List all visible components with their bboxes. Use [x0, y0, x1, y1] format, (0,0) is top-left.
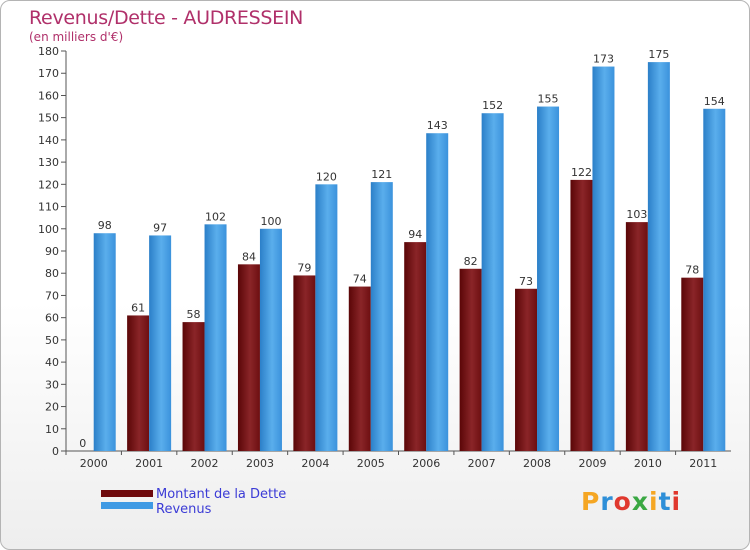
bar-dette [515, 288, 538, 451]
bars-group [93, 62, 726, 452]
x-tick-label: 2009 [578, 457, 606, 470]
bar-revenus [426, 133, 449, 451]
x-tick-label: 2001 [135, 457, 163, 470]
data-label-revenus: 102 [205, 210, 226, 223]
data-label-revenus: 121 [371, 168, 392, 181]
bar-revenus [703, 108, 726, 452]
bar-dette [459, 268, 482, 451]
y-tick-label: 110 [38, 201, 59, 214]
bar-revenus [647, 62, 670, 451]
y-tick-label: 140 [38, 134, 59, 147]
x-tick-label: 2011 [689, 457, 717, 470]
data-label-dette: 122 [571, 166, 592, 179]
data-label-revenus: 120 [316, 170, 337, 183]
bar-revenus [149, 235, 172, 451]
y-tick-label: 180 [38, 45, 59, 58]
bar-revenus [370, 182, 393, 451]
data-label-dette: 74 [353, 273, 367, 286]
bar-dette [127, 315, 150, 451]
bar-revenus [537, 106, 560, 452]
data-label-dette: 103 [626, 208, 647, 221]
x-tick-label: 2005 [357, 457, 385, 470]
logo-letter: t [658, 487, 672, 516]
x-tick-label: 2008 [523, 457, 551, 470]
logo-letter: P [581, 487, 601, 516]
data-label-revenus: 152 [482, 99, 503, 112]
y-tick-label: 50 [45, 334, 59, 347]
legend-label-dette: Montant de la Dette [156, 487, 287, 502]
logo-letter: o [613, 487, 632, 516]
bar-dette [182, 322, 205, 451]
y-tick-label: 90 [45, 245, 59, 258]
bar-dette [293, 275, 316, 451]
data-label-dette: 84 [242, 250, 256, 263]
y-tick-label: 20 [45, 401, 59, 414]
bar-revenus [315, 184, 338, 452]
bar-dette [404, 242, 427, 451]
bar-dette [348, 286, 371, 451]
bar-revenus [204, 224, 227, 451]
y-tick-label: 30 [45, 378, 59, 391]
x-axis: 2000 2001 2002 2003 2004 2005 2006 2007 2008 2009… [65, 450, 731, 470]
bar-dette [681, 277, 704, 451]
data-label-revenus: 154 [704, 95, 725, 108]
proxiti-logo: Proxiti [581, 487, 681, 516]
data-label-revenus: 100 [260, 215, 281, 228]
data-label-dette: 73 [519, 275, 533, 288]
bar-dette [570, 179, 593, 451]
logo-letter: i [649, 487, 659, 516]
x-tick-label: 2004 [301, 457, 329, 470]
y-tick-label: 150 [38, 112, 59, 125]
data-label-revenus: 175 [648, 48, 669, 61]
data-label-revenus: 173 [593, 53, 614, 66]
bar-revenus [481, 113, 504, 451]
bar-dette [237, 264, 260, 451]
x-tick-label: 2000 [80, 457, 108, 470]
x-tick-label: 2007 [468, 457, 496, 470]
y-tick-label: 120 [38, 178, 59, 191]
y-tick-label: 10 [45, 423, 59, 436]
y-tick-label: 60 [45, 312, 59, 325]
data-label-revenus: 97 [153, 221, 167, 234]
data-label-dette: 0 [79, 437, 86, 450]
data-label-dette: 82 [464, 255, 478, 268]
y-tick-label: 70 [45, 289, 59, 302]
y-tick-label: 170 [38, 67, 59, 80]
y-tick-label: 130 [38, 156, 59, 169]
y-tick-label: 80 [45, 267, 59, 280]
y-axis: 0 10 20 30 40 50 60 70 80 90 100 110 120 130 140 150 160… [38, 45, 67, 458]
bar-revenus [592, 66, 615, 452]
legend-swatch-revenus [101, 502, 153, 509]
x-tick-label: 2002 [191, 457, 219, 470]
bar-revenus [259, 228, 282, 451]
bar-dette [625, 222, 648, 451]
data-label-dette: 79 [297, 261, 311, 274]
data-label-dette: 78 [685, 264, 699, 277]
y-tick-label: 160 [38, 89, 59, 102]
x-tick-label: 2003 [246, 457, 274, 470]
y-tick-label: 100 [38, 223, 59, 236]
bar-revenus [93, 233, 116, 451]
data-label-dette: 94 [408, 228, 422, 241]
logo-letter: r [600, 487, 614, 516]
data-label-revenus: 155 [538, 93, 559, 106]
data-label-dette: 58 [187, 308, 201, 321]
data-labels-group: 0 98 61 97 58 102 84 100 79 120 74 121 94 143 82 152 73 1… [79, 48, 725, 450]
legend-label-revenus: Revenus [156, 502, 212, 517]
y-tick-label: 0 [52, 445, 59, 458]
logo-letter: x [631, 487, 649, 516]
y-tick-label: 40 [45, 356, 59, 369]
chart-subtitle: (en milliers d'€) [29, 30, 124, 44]
x-tick-label: 2010 [634, 457, 662, 470]
data-label-revenus: 143 [427, 119, 448, 132]
x-tick-label: 2006 [412, 457, 440, 470]
data-label-revenus: 98 [98, 219, 112, 232]
logo-letter: i [671, 487, 682, 516]
data-label-dette: 61 [131, 301, 145, 314]
legend-swatch-dette [101, 490, 153, 497]
chart-title: Revenus/Dette - AUDRESSEIN [29, 7, 304, 29]
